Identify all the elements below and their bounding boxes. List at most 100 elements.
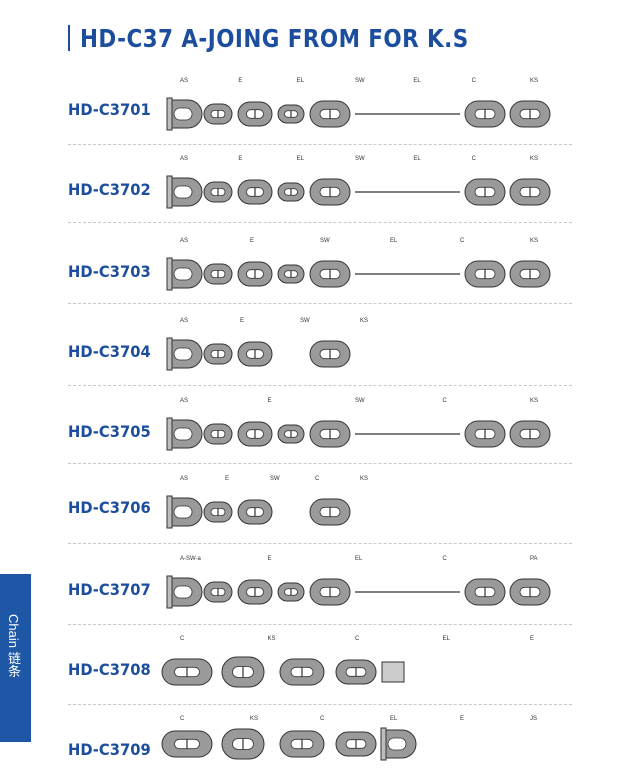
chain-link xyxy=(221,656,265,688)
chain-diagram: AS E EL SW EL C KS xyxy=(166,78,551,131)
part-label: PA xyxy=(530,556,538,562)
model-label: HD-C3705 xyxy=(68,422,151,441)
row-divider xyxy=(68,222,572,223)
chain-row: HD-C3704 AS E SW KS xyxy=(60,312,572,384)
model-label: HD-C3703 xyxy=(68,262,151,281)
chain-link xyxy=(237,579,273,605)
chain-link xyxy=(277,182,305,202)
chain-diagram: AS E SW KS xyxy=(166,318,368,371)
part-label: A-SW-a xyxy=(180,556,202,562)
part-label: C xyxy=(443,556,448,562)
chain-link xyxy=(309,178,351,206)
part-label: E xyxy=(238,78,242,84)
chain-link xyxy=(309,578,351,606)
title-accent-bar xyxy=(68,25,70,51)
model-label: HD-C3707 xyxy=(68,580,151,599)
part-label: SW xyxy=(355,398,365,404)
part-label: AS xyxy=(180,398,188,404)
chain-link xyxy=(237,499,273,525)
chain-link xyxy=(464,260,506,288)
side-tab[interactable]: Chain 链条 xyxy=(0,574,31,742)
chain-link xyxy=(203,263,233,285)
model-label: HD-C3706 xyxy=(68,498,151,517)
anchor-shackle xyxy=(166,337,203,371)
chain-row: HD-C3703 AS E SW EL C KS xyxy=(60,232,572,304)
part-label: AS xyxy=(180,156,188,162)
part-label: EL xyxy=(355,556,363,562)
part-label: EL xyxy=(443,636,451,642)
chain-link xyxy=(509,260,551,288)
part-label: EL xyxy=(413,156,421,162)
chain-link xyxy=(203,581,233,603)
end-shackle xyxy=(380,727,417,761)
chain-diagram: AS E SW C KS xyxy=(166,398,551,451)
anchor-shackle xyxy=(166,575,203,609)
chain-link xyxy=(203,103,233,125)
chain-row: HD-C3708 C KS C EL E xyxy=(60,630,572,702)
part-label: C xyxy=(180,716,185,722)
chain-diagram: AS E SW C KS xyxy=(166,476,368,529)
chain-link xyxy=(203,423,233,445)
chain-link xyxy=(279,730,325,758)
chain-row: HD-C3701 AS E EL SW EL C KS xyxy=(60,72,572,144)
part-label: SW xyxy=(355,78,365,84)
page-title: HD-C37 A-JOING FROM FOR K.S xyxy=(80,23,469,53)
end-fitting xyxy=(381,661,405,683)
part-label: AS xyxy=(180,476,188,482)
part-label: KS xyxy=(360,318,368,324)
chain-link xyxy=(161,658,213,686)
part-label: AS xyxy=(180,78,188,84)
part-label: C xyxy=(472,78,477,84)
part-label: KS xyxy=(530,156,538,162)
chain-link xyxy=(237,261,273,287)
chain-link xyxy=(279,658,325,686)
part-label: EL xyxy=(413,78,421,84)
part-label: E xyxy=(460,716,464,722)
chain-link xyxy=(464,578,506,606)
chain-row: HD-C3702 AS E EL SW EL C KS xyxy=(60,150,572,222)
part-label: AS xyxy=(180,238,188,244)
chain-link xyxy=(161,730,213,758)
row-divider xyxy=(68,704,572,705)
part-label: AS xyxy=(180,318,188,324)
chain-link xyxy=(237,341,273,367)
part-label: KS xyxy=(530,398,538,404)
chain-link xyxy=(509,578,551,606)
part-label: SW xyxy=(320,238,330,244)
chain-row: HD-C3705 AS E SW C KS xyxy=(60,392,572,464)
part-label: EL xyxy=(297,156,305,162)
chain-link xyxy=(464,420,506,448)
chain-link xyxy=(277,104,305,124)
anchor-shackle xyxy=(166,417,203,451)
chain-link xyxy=(309,260,351,288)
part-label: E xyxy=(250,238,254,244)
part-label: E xyxy=(268,556,272,562)
part-label: C xyxy=(315,476,320,482)
chain-diagram: C KS C EL E xyxy=(161,636,534,688)
part-label: KS xyxy=(360,476,368,482)
chain-diagram: AS E SW EL C KS xyxy=(166,238,551,291)
chain-link xyxy=(237,101,273,127)
chain-link xyxy=(237,179,273,205)
part-label: E xyxy=(530,636,534,642)
chain-link xyxy=(203,501,233,523)
chain-link xyxy=(509,178,551,206)
part-label: JS xyxy=(530,716,537,722)
part-label: KS xyxy=(530,78,538,84)
part-label: C xyxy=(443,398,448,404)
anchor-shackle xyxy=(166,97,203,131)
part-label: EL xyxy=(297,78,305,84)
model-label: HD-C3704 xyxy=(68,342,151,361)
chain-link xyxy=(277,582,305,602)
chain-row: HD-C3706 AS E SW C KS xyxy=(60,470,572,542)
chain-link xyxy=(335,659,377,685)
row-divider xyxy=(68,624,572,625)
chain-link xyxy=(203,181,233,203)
chain-link xyxy=(277,424,305,444)
part-label: KS xyxy=(250,716,258,722)
row-divider xyxy=(68,385,572,386)
row-divider xyxy=(68,543,572,544)
chain-diagram: AS E EL SW EL C KS xyxy=(166,156,551,209)
part-label: KS xyxy=(268,636,276,642)
part-label: C xyxy=(472,156,477,162)
